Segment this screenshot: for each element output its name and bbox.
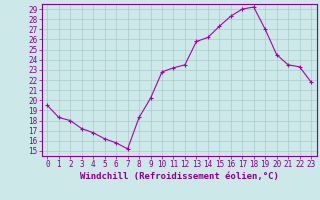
X-axis label: Windchill (Refroidissement éolien,°C): Windchill (Refroidissement éolien,°C) (80, 172, 279, 181)
